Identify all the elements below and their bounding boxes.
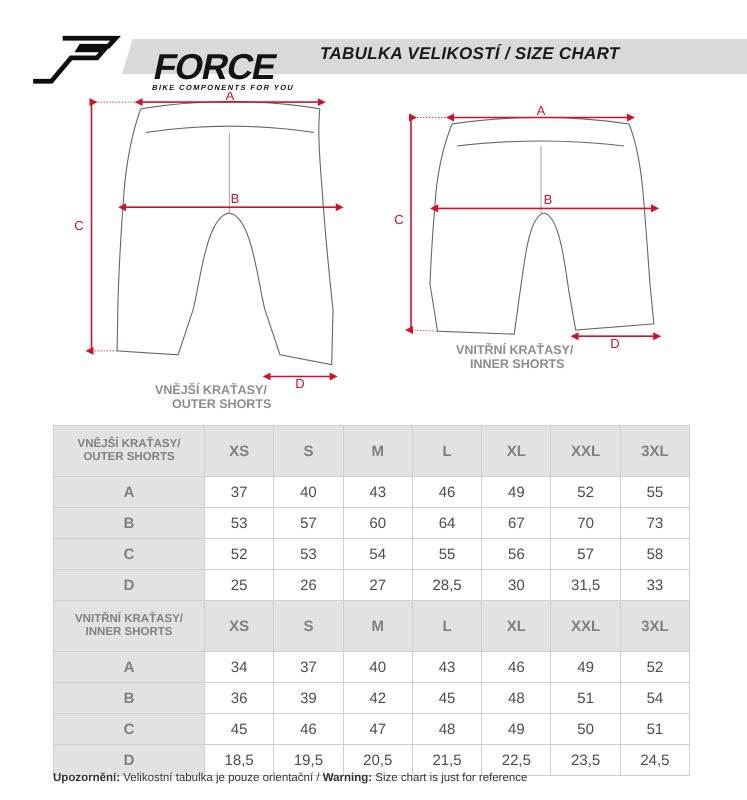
svg-text:C: C <box>74 218 83 233</box>
svg-text:INNER SHORTS: INNER SHORTS <box>470 357 564 371</box>
svg-text:VNITŘNÍ KRAŤASY/: VNITŘNÍ KRAŤASY/ <box>456 342 574 357</box>
svg-text:A: A <box>537 103 546 118</box>
svg-text:B: B <box>544 192 553 207</box>
svg-text:A: A <box>226 92 235 103</box>
svg-text:FORCE: FORCE <box>150 46 280 87</box>
svg-text:D: D <box>610 336 619 351</box>
svg-text:VNĚJŠÍ KRAŤASY/: VNĚJŠÍ KRAŤASY/ <box>155 382 267 397</box>
svg-text:B: B <box>231 191 240 206</box>
svg-text:OUTER SHORTS: OUTER SHORTS <box>172 397 271 411</box>
svg-text:BIKE COMPONENTS FOR YOU: BIKE COMPONENTS FOR YOU <box>151 83 295 92</box>
svg-text:C: C <box>394 212 403 227</box>
svg-text:D: D <box>295 376 304 391</box>
